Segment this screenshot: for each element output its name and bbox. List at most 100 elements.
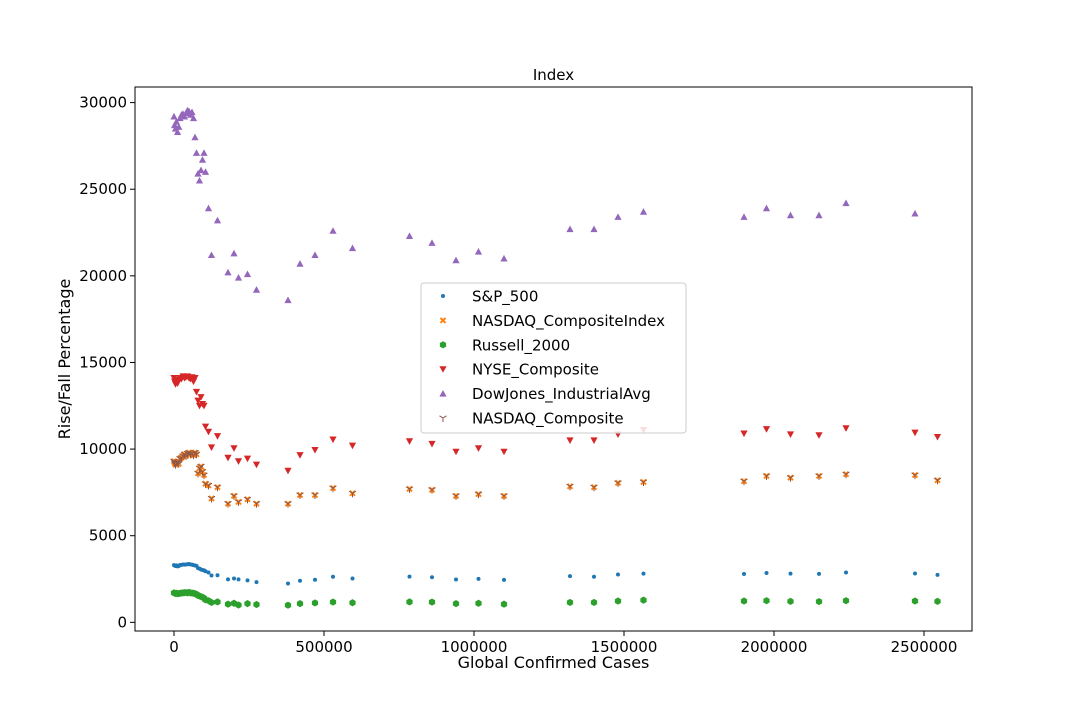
x-tick-label: 2500000 [891, 638, 958, 656]
data-point [614, 480, 622, 487]
data-point [201, 168, 210, 175]
data-point [201, 423, 210, 431]
legend-entry: Russell_2000 [439, 336, 570, 355]
x-tick-label: 2000000 [741, 638, 808, 656]
data-point [350, 576, 355, 581]
data-point [207, 444, 216, 451]
data-point [742, 572, 746, 577]
data-point [284, 501, 292, 508]
data-point [349, 599, 356, 607]
data-point [176, 114, 184, 122]
data-point [171, 121, 179, 129]
legend-marker [439, 341, 447, 349]
data-point [911, 597, 919, 605]
data-point [590, 225, 598, 233]
x-tick-label: 1000000 [441, 638, 508, 656]
data-point [192, 451, 201, 459]
data-point [428, 487, 436, 494]
x-tick-label: 0 [169, 638, 179, 656]
data-point [566, 598, 574, 607]
legend-entry: NASDAQ_CompositeIndex [439, 312, 665, 331]
y-tick-label: 15000 [79, 353, 127, 371]
data-point [204, 428, 213, 436]
data-point [817, 571, 821, 576]
data-point [842, 597, 850, 605]
data-point [329, 598, 337, 606]
legend-entry: NASDAQ_Composite [439, 410, 624, 429]
data-point [200, 149, 208, 156]
data-point [763, 597, 770, 605]
data-point [614, 597, 622, 605]
plot-frame [134, 86, 973, 632]
data-point [348, 442, 357, 450]
series-s-p-500 [172, 561, 940, 586]
data-point [230, 249, 238, 257]
legend-label: NASDAQ_CompositeIndex [472, 312, 665, 331]
data-point [911, 429, 919, 437]
data-point [452, 493, 460, 500]
data-point [815, 211, 823, 219]
data-point [842, 425, 850, 432]
data-point [740, 213, 748, 220]
data-point [348, 244, 357, 252]
data-point [215, 573, 220, 578]
series-nasdaq-composite [170, 449, 942, 508]
legend-label: NYSE_Composite [472, 361, 599, 380]
data-point [296, 492, 304, 499]
data-point [913, 571, 917, 576]
data-point [815, 432, 823, 439]
data-point [296, 600, 304, 608]
data-point [245, 578, 250, 583]
data-point [568, 574, 572, 579]
data-point [244, 600, 251, 608]
data-point [407, 574, 412, 579]
data-point [213, 433, 222, 440]
data-point [640, 596, 647, 604]
data-point [230, 493, 238, 500]
data-point [762, 473, 771, 480]
legend-label: NASDAQ_Composite [472, 410, 624, 429]
data-point [236, 577, 241, 582]
data-point [331, 574, 335, 579]
data-point [329, 227, 337, 234]
data-point [641, 571, 646, 576]
data-point [842, 199, 850, 207]
data-point [243, 455, 252, 463]
data-point [476, 576, 481, 581]
y-tick-label: 25000 [79, 180, 127, 198]
data-point [213, 216, 222, 224]
data-point [234, 273, 243, 281]
data-point [786, 431, 795, 438]
data-point [194, 397, 202, 405]
data-point [224, 501, 232, 508]
data-point [405, 438, 414, 445]
data-point [815, 597, 823, 606]
data-point [191, 133, 199, 141]
data-point [452, 448, 460, 456]
data-point [452, 256, 460, 264]
data-point [430, 575, 434, 580]
data-point [428, 239, 436, 246]
legend-marker [439, 390, 447, 397]
data-point [474, 445, 483, 452]
data-point [348, 490, 357, 498]
legend-label: Russell_2000 [472, 336, 570, 355]
data-point [639, 208, 648, 215]
data-point [428, 440, 436, 448]
data-point [740, 430, 748, 438]
data-point [500, 600, 508, 608]
x-tick-label: 1500000 [591, 638, 658, 656]
data-point [639, 479, 648, 487]
series-nasdaq-compositeindex [170, 449, 941, 507]
data-point [234, 458, 243, 465]
data-point [786, 475, 795, 482]
data-point [180, 112, 189, 120]
data-point [252, 286, 261, 293]
data-point [224, 268, 232, 276]
data-point [762, 426, 771, 433]
y-tick-label: 10000 [79, 440, 127, 458]
data-point [934, 597, 941, 605]
data-point [284, 601, 292, 609]
data-point [213, 484, 222, 492]
plot-layer [170, 106, 942, 609]
